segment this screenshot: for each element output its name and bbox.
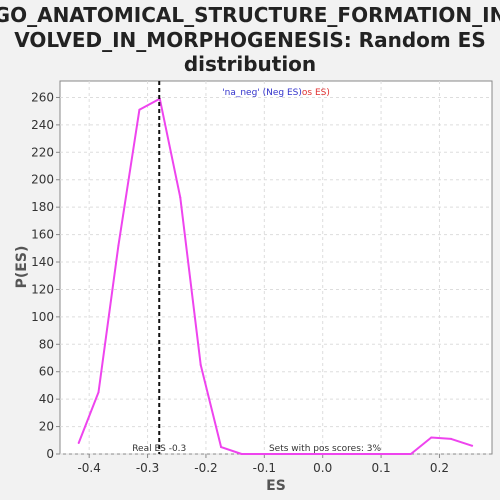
series-layer — [77, 97, 474, 455]
pos-scores-label: Sets with pos scores: 3% — [269, 444, 382, 454]
y-tick-label: 240 — [31, 118, 54, 132]
data-point — [138, 108, 141, 111]
data-point — [220, 446, 223, 449]
chart-title: GO_ANATOMICAL_STRUCTURE_FORMATION_IN VOL… — [0, 3, 500, 76]
x-tick-label: -0.4 — [77, 461, 100, 475]
y-tick-label: 140 — [31, 255, 54, 269]
data-point — [260, 453, 263, 455]
chart-title-line-3: distribution — [184, 52, 316, 76]
es-distribution-line — [77, 97, 473, 455]
data-point — [382, 453, 385, 455]
x-tick-label: 0.2 — [430, 461, 449, 475]
y-tick-label: 80 — [39, 337, 54, 351]
y-axis: 0 20 40 60 80 100 120 140 160 180 200 220 240 260 — [31, 90, 60, 461]
x-tick-label: -0.3 — [136, 461, 159, 475]
real-es-label: Real ES -0.3 — [132, 444, 186, 454]
x-tick-label: -0.2 — [194, 461, 217, 475]
y-tick-label: 120 — [31, 282, 54, 296]
data-point — [240, 453, 243, 455]
y-tick-label: 0 — [46, 447, 54, 461]
x-axis: -0.4 -0.3 -0.2 -0.1 0.0 0.1 0.2 — [77, 454, 449, 475]
data-point — [77, 442, 80, 445]
chart-title-line-1: GO_ANATOMICAL_STRUCTURE_FORMATION_IN — [0, 3, 500, 27]
data-point — [280, 453, 283, 455]
y-tick-label: 20 — [39, 420, 54, 434]
legend-neg-label: 'na_neg' (Neg ES) — [222, 88, 302, 98]
chart-title-line-2: VOLVED_IN_MORPHOGENESIS: Random ES — [14, 28, 486, 52]
y-tick-label: 180 — [31, 200, 54, 214]
y-tick-label: 40 — [39, 392, 54, 406]
x-axis-label: ES — [266, 478, 286, 494]
y-tick-label: 260 — [31, 90, 54, 104]
data-point — [117, 244, 120, 247]
plot-area — [59, 80, 493, 455]
data-point — [430, 436, 433, 439]
data-point — [362, 453, 365, 455]
y-tick-label: 160 — [31, 228, 54, 242]
data-point — [409, 453, 412, 455]
y-tick-label: 100 — [31, 310, 54, 324]
data-point — [471, 444, 474, 447]
x-tick-label: -0.1 — [253, 461, 276, 475]
y-axis-label: P(ES) — [14, 246, 30, 289]
x-tick-label: 0.0 — [313, 461, 332, 475]
data-point — [450, 437, 453, 440]
data-point — [342, 453, 345, 455]
data-point — [97, 391, 100, 394]
y-tick-label: 60 — [39, 365, 54, 379]
x-tick-label: 0.1 — [372, 461, 391, 475]
data-point — [199, 363, 202, 366]
data-point — [301, 453, 304, 455]
y-tick-label: 200 — [31, 173, 54, 187]
legend: 'na_neg' (Neg ES)os ES) — [222, 88, 330, 98]
data-point — [321, 453, 324, 455]
y-tick-label: 220 — [31, 145, 54, 159]
annotations: Real ES -0.3 Sets with pos scores: 3% — [132, 81, 382, 454]
legend-pos-label: os ES) — [302, 88, 330, 98]
data-point — [179, 196, 182, 199]
